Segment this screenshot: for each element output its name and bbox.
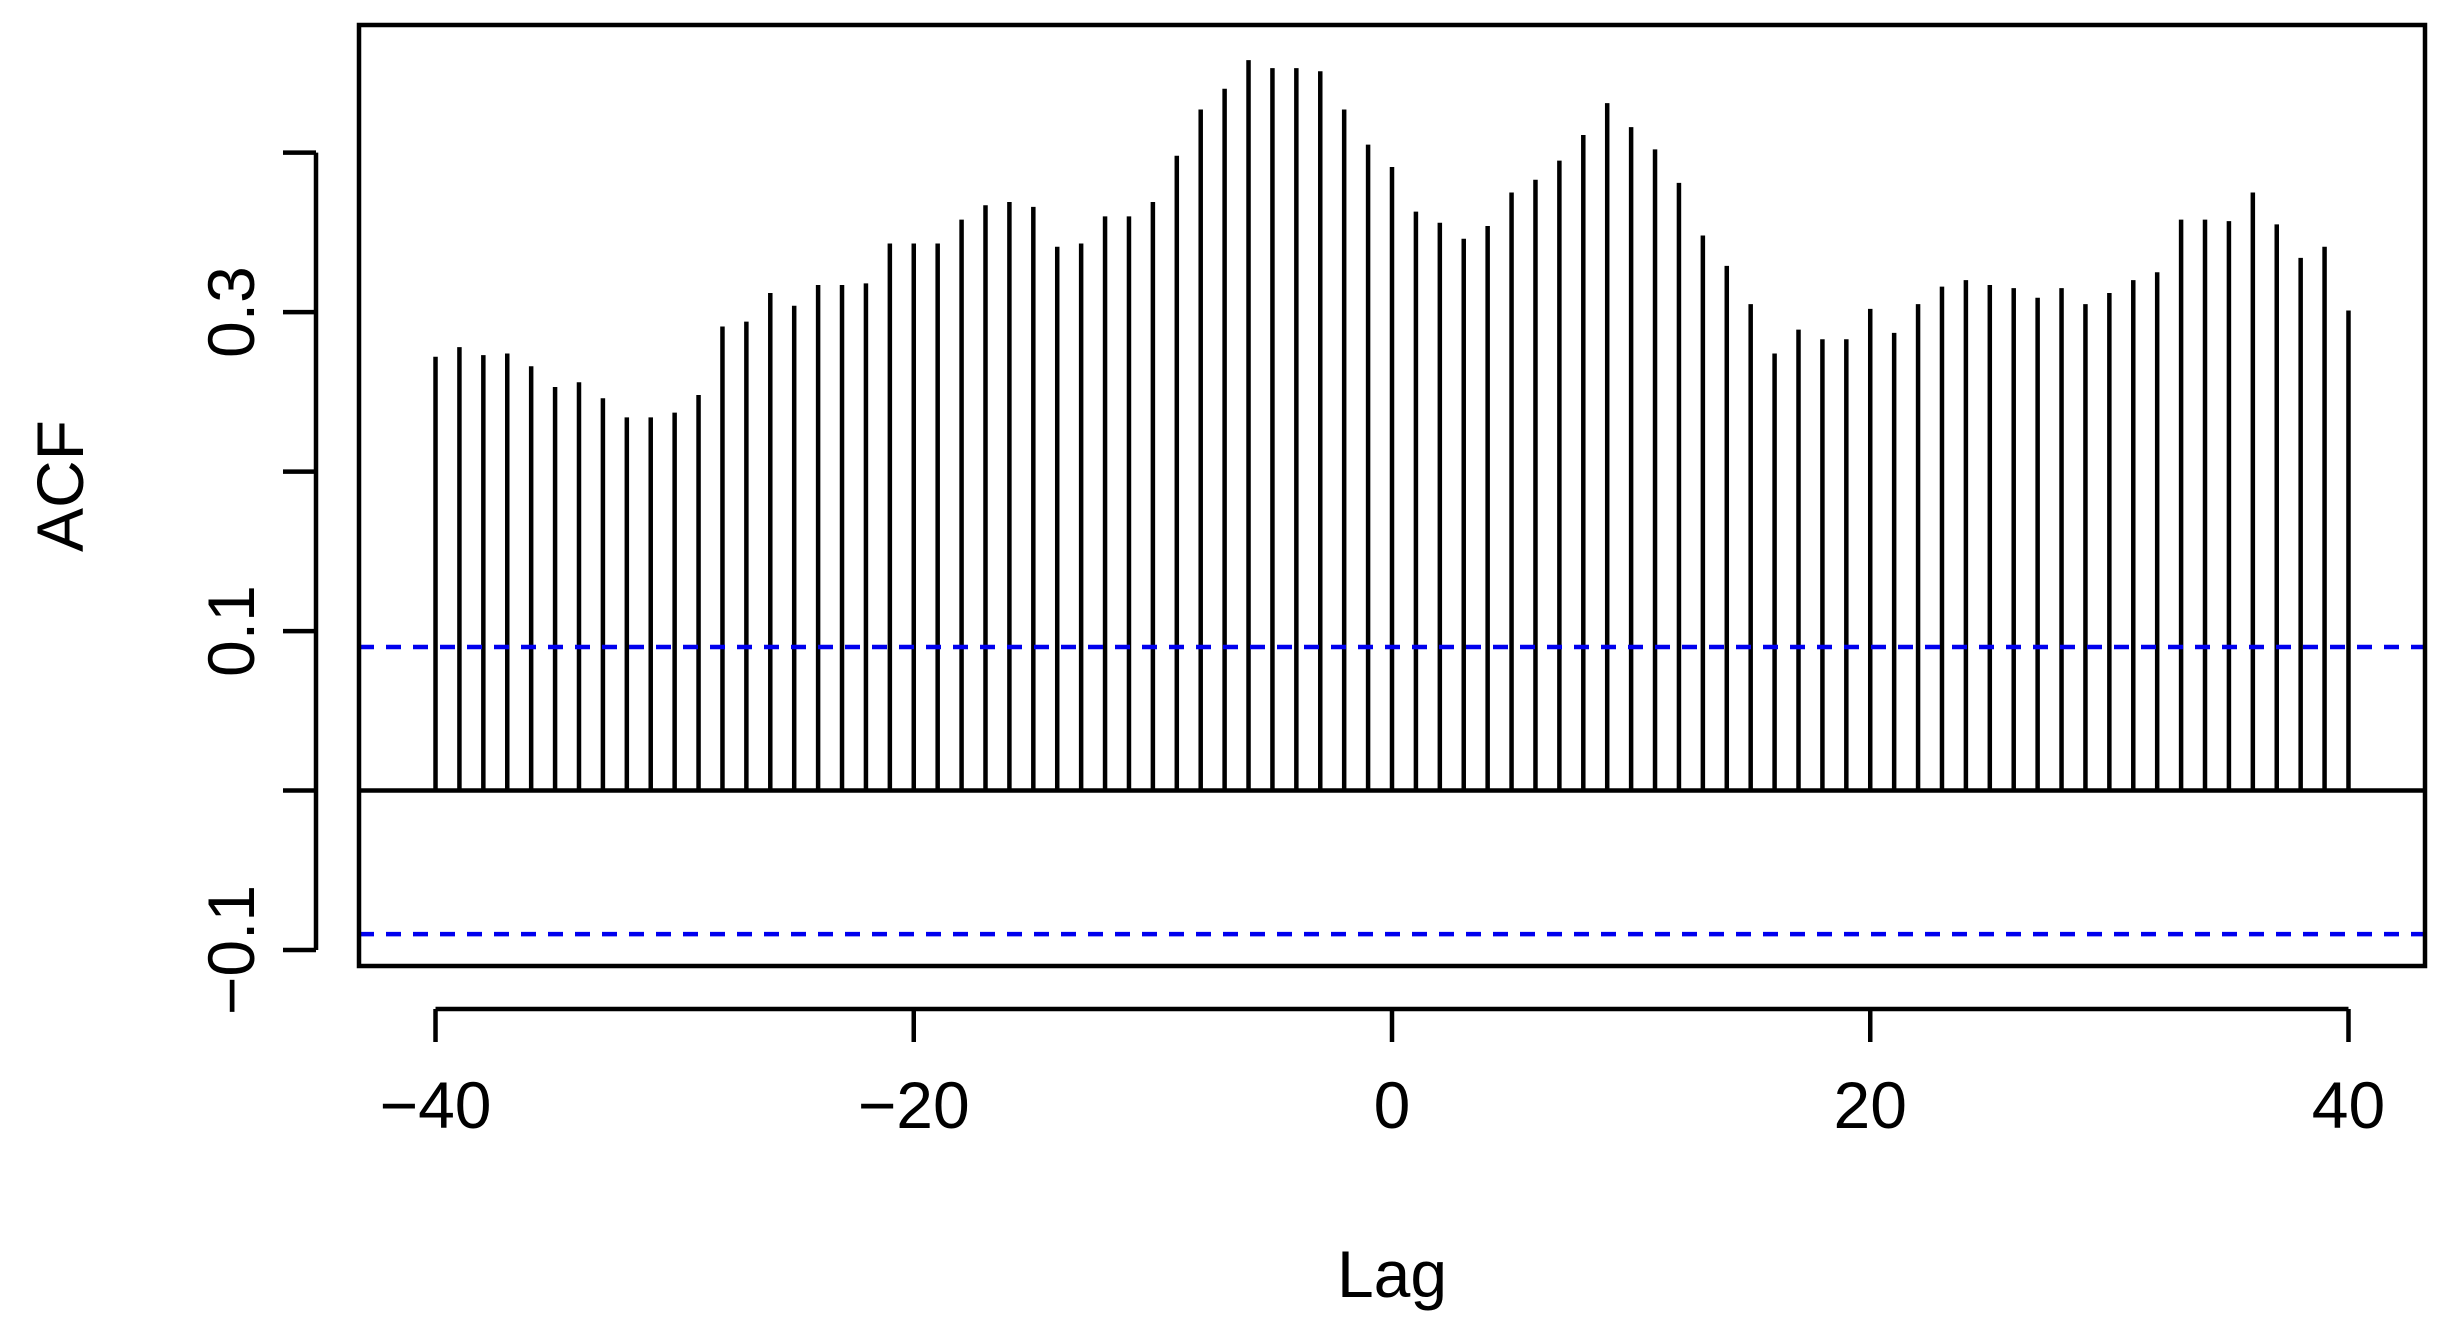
confidence-bounds [359, 644, 2425, 937]
x-tick-label: 40 [2312, 1068, 2385, 1142]
y-tick-label: −0.1 [194, 885, 268, 1015]
y-axis: −0.1 0.1 0.3 [194, 150, 319, 1015]
plot-frame-layer [356, 22, 2428, 969]
x-tick-label: 0 [1374, 1068, 1411, 1142]
x-tick-label: −20 [858, 1068, 970, 1142]
x-axis-label: Lag [1337, 1237, 1447, 1311]
y-tick-label: 0.1 [194, 585, 268, 677]
acf-bars [433, 60, 2351, 791]
x-tick-label: −40 [380, 1068, 492, 1142]
x-axis: −40 −20 0 20 40 [380, 1006, 2385, 1142]
x-tick-label: 20 [1834, 1068, 1907, 1142]
y-tick-label: 0.3 [194, 266, 268, 358]
plot-frame [356, 22, 2428, 969]
y-axis-label: ACF [23, 420, 97, 552]
